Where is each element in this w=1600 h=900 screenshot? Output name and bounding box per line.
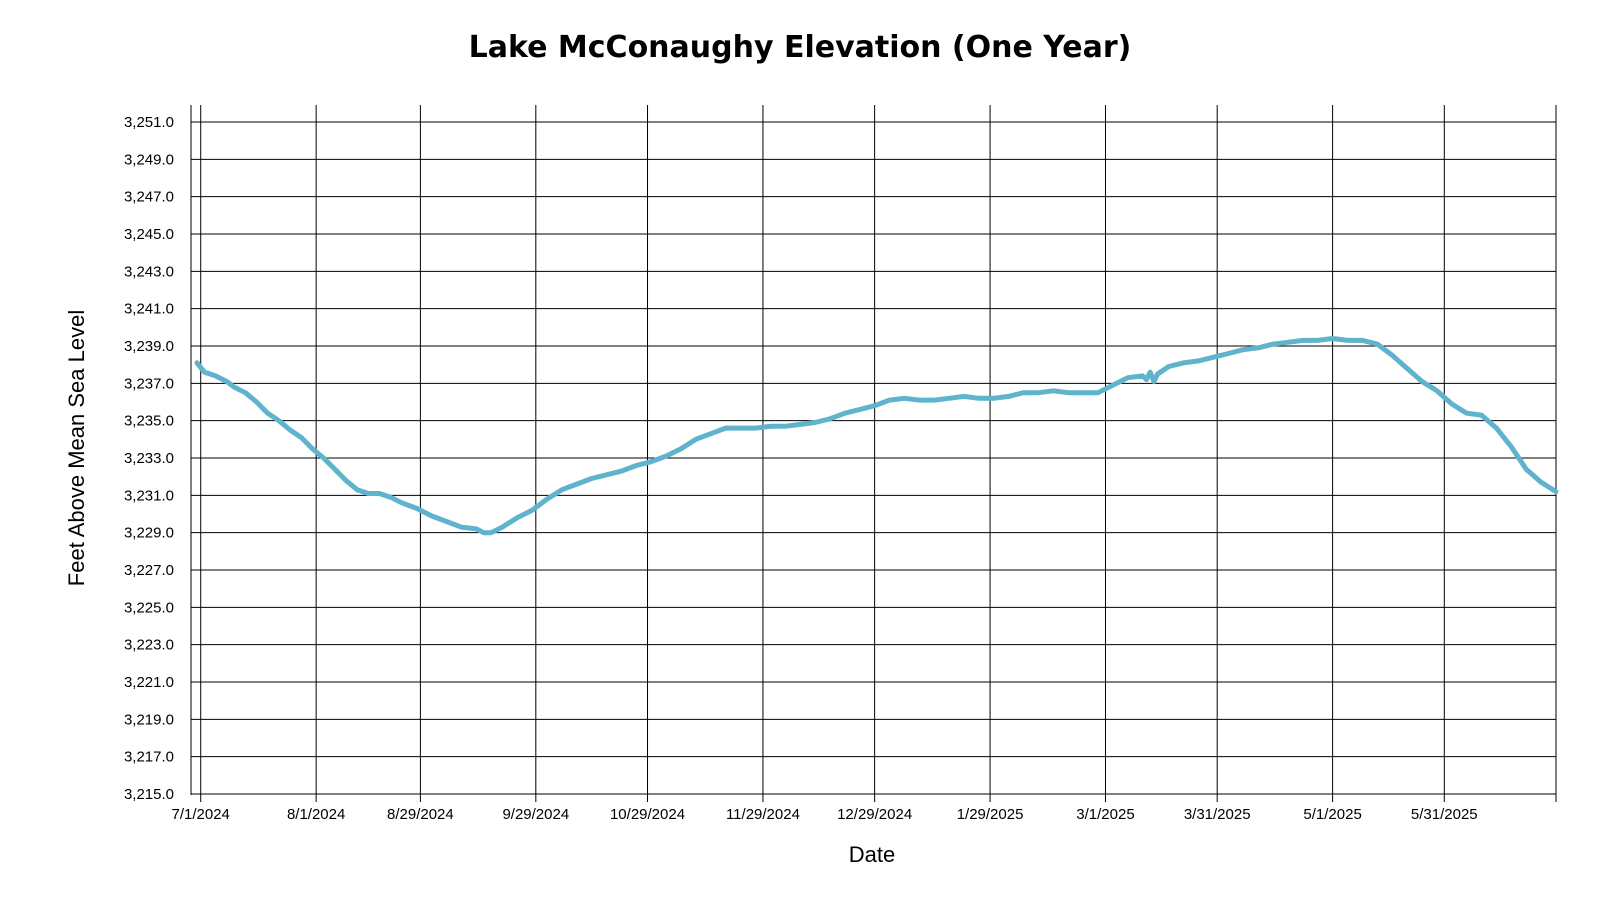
y-tick-label: 3,225.0 (124, 599, 174, 616)
x-tick-label: 3/1/2025 (1076, 806, 1134, 823)
x-tick-label: 3/31/2025 (1184, 806, 1251, 823)
y-tick-label: 3,231.0 (124, 487, 174, 504)
x-tick-label: 8/29/2024 (387, 806, 454, 823)
y-tick-label: 3,215.0 (124, 786, 174, 803)
y-tick-label: 3,251.0 (124, 114, 174, 131)
y-tick-label: 3,233.0 (124, 450, 174, 467)
x-tick-label: 7/1/2024 (172, 806, 230, 823)
y-tick-label: 3,235.0 (124, 413, 174, 430)
series-line-elevation (194, 336, 1559, 536)
y-tick-label: 3,245.0 (124, 226, 174, 243)
y-tick-label: 3,241.0 (124, 301, 174, 318)
y-tick-label: 3,219.0 (124, 711, 174, 728)
chart-title: Lake McConaughy Elevation (One Year) (468, 30, 1132, 65)
y-tick-label: 3,217.0 (124, 749, 174, 766)
x-axis-title: Date (849, 842, 895, 867)
series (194, 336, 1559, 536)
axes (190, 105, 1557, 802)
y-tick-label: 3,243.0 (124, 263, 174, 280)
y-tick-label: 3,247.0 (124, 189, 174, 206)
x-tick-label: 5/1/2025 (1303, 806, 1361, 823)
x-tick-label: 5/31/2025 (1411, 806, 1478, 823)
y-tick-label: 3,239.0 (124, 338, 174, 355)
grid (191, 105, 1556, 802)
x-tick-label: 11/29/2024 (726, 806, 800, 823)
y-tick-label: 3,237.0 (124, 375, 174, 392)
x-tick-label: 1/29/2025 (957, 806, 1024, 823)
x-tick-label: 8/1/2024 (287, 806, 345, 823)
y-tick-label: 3,229.0 (124, 525, 174, 542)
y-axis-title: Feet Above Mean Sea Level (64, 310, 89, 586)
y-tick-labels: 3,215.0 3,217.0 3,219.0 3,221.0 3,223.0 3,225… (124, 114, 174, 803)
y-tick-label: 3,249.0 (124, 151, 174, 168)
y-tick-label: 3,227.0 (124, 562, 174, 579)
y-tick-label: 3,223.0 (124, 637, 174, 654)
y-tick-label: 3,221.0 (124, 674, 174, 691)
x-tick-label: 9/29/2024 (502, 806, 569, 823)
x-tick-label: 12/29/2024 (837, 806, 912, 823)
x-tick-label: 10/29/2024 (610, 806, 685, 823)
x-tick-labels: 7/1/2024 8/1/2024 8/29/2024 9/29/2024 10/29/… (172, 806, 1478, 823)
